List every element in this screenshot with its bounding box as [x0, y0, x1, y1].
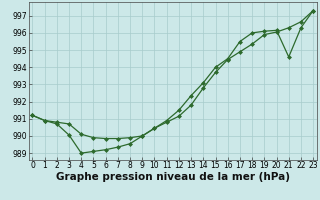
X-axis label: Graphe pression niveau de la mer (hPa): Graphe pression niveau de la mer (hPa)	[56, 172, 290, 182]
